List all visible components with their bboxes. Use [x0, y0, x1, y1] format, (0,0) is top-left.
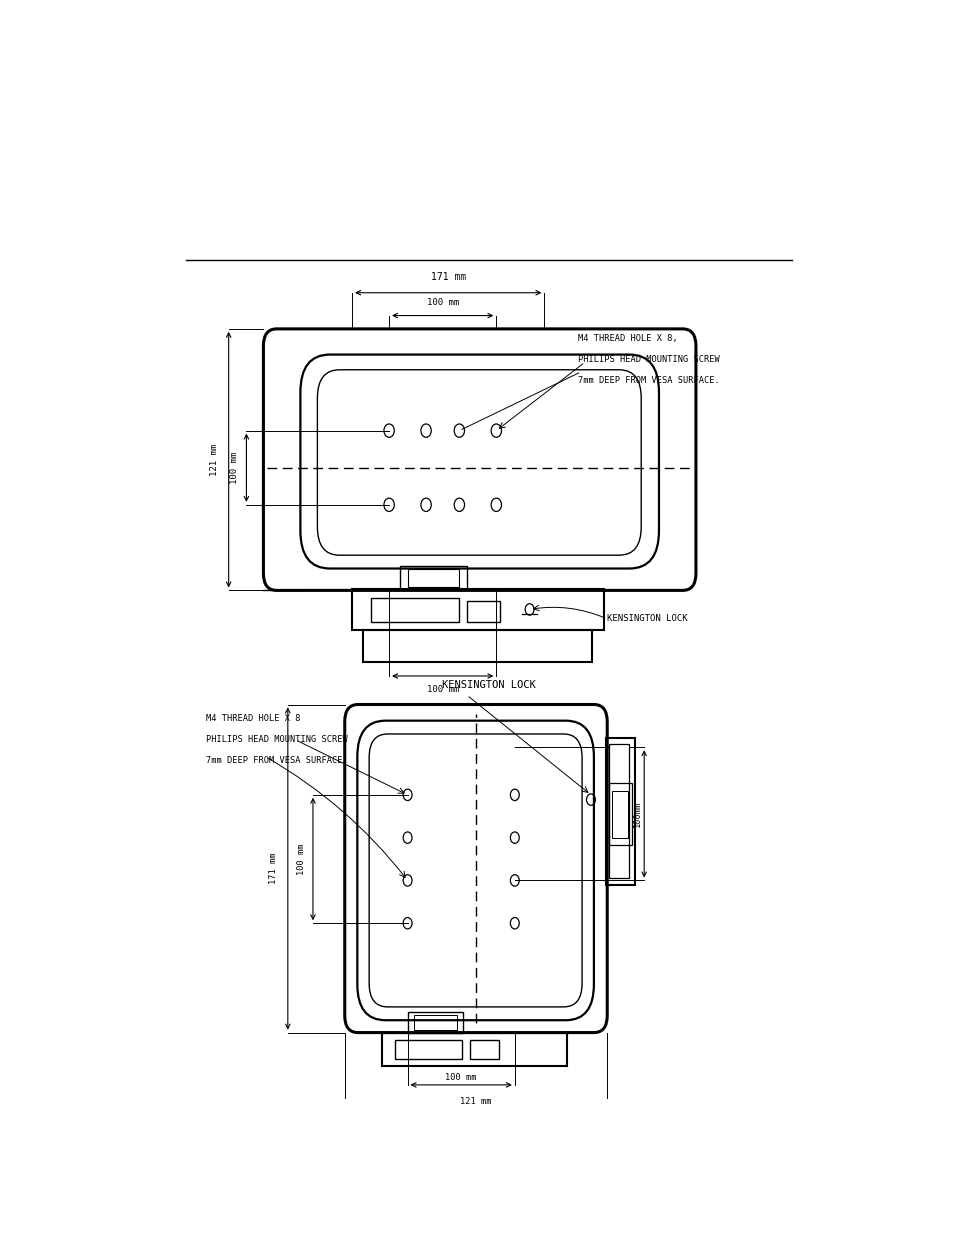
Bar [413, 1014, 456, 1030]
Text: M4 THREAD HOLE X 8,: M4 THREAD HOLE X 8, [577, 333, 677, 343]
Bar [407, 568, 459, 587]
Text: 171 mm: 171 mm [269, 853, 278, 884]
Text: 100 mm: 100 mm [426, 685, 458, 694]
Text: 171 mm: 171 mm [430, 272, 465, 283]
Bar [395, 1040, 461, 1060]
Text: 7mm DEEP FROM VESA SURFACE.: 7mm DEEP FROM VESA SURFACE. [577, 375, 719, 385]
Bar [609, 783, 631, 845]
Bar [381, 1032, 566, 1066]
Text: 100mm: 100mm [633, 800, 641, 827]
Bar [407, 1011, 462, 1032]
Bar [470, 1040, 498, 1060]
Text: 121 mm: 121 mm [459, 1097, 491, 1107]
Text: 100 mm: 100 mm [230, 452, 239, 484]
Bar [466, 601, 499, 621]
Bar [611, 790, 627, 839]
Text: KENSINGTON LOCK: KENSINGTON LOCK [606, 615, 687, 624]
Bar [605, 737, 635, 885]
Text: 100 mm: 100 mm [426, 298, 458, 308]
Text: M4 THREAD HOLE X 8: M4 THREAD HOLE X 8 [206, 714, 301, 724]
Text: 100 mm: 100 mm [296, 844, 305, 874]
Bar [352, 589, 603, 630]
Text: PHILIPS HEAD MOUNTING SCREW: PHILIPS HEAD MOUNTING SCREW [206, 735, 348, 745]
Text: 7mm DEEP FROM VESA SURFACE: 7mm DEEP FROM VESA SURFACE [206, 756, 343, 766]
Text: KENSINGTON LOCK: KENSINGTON LOCK [441, 680, 536, 690]
Bar [370, 598, 459, 621]
Bar [608, 745, 629, 878]
Bar [400, 566, 466, 589]
Bar [363, 630, 592, 662]
Text: 100 mm: 100 mm [445, 1073, 476, 1082]
Text: PHILIPS HEAD MOUNTING SCREW: PHILIPS HEAD MOUNTING SCREW [577, 354, 719, 364]
Text: 121 mm: 121 mm [210, 443, 219, 475]
